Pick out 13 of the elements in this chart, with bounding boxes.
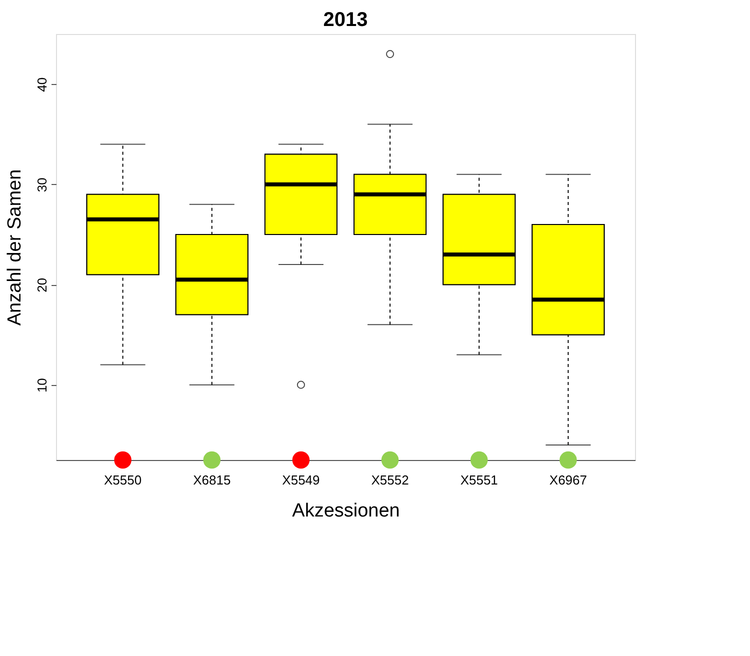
y-tick-label: 10 <box>34 378 50 393</box>
x-axis-title: Akzessionen <box>292 500 400 522</box>
x-tick-label: X6967 <box>549 472 587 488</box>
x-tick-label: X5552 <box>371 472 409 488</box>
y-axis-title: Anzahl der Samen <box>4 169 26 326</box>
x-tick-label: X5550 <box>104 472 142 488</box>
x-tick-label: X6815 <box>193 472 231 488</box>
y-tick-label: 30 <box>34 178 50 192</box>
x-tick-label: X5551 <box>460 472 498 488</box>
chart-title: 2013 <box>323 9 368 31</box>
y-tick-label: 40 <box>34 77 50 92</box>
x-tick-label: X5549 <box>282 472 320 488</box>
y-tick-label: 20 <box>34 278 50 292</box>
